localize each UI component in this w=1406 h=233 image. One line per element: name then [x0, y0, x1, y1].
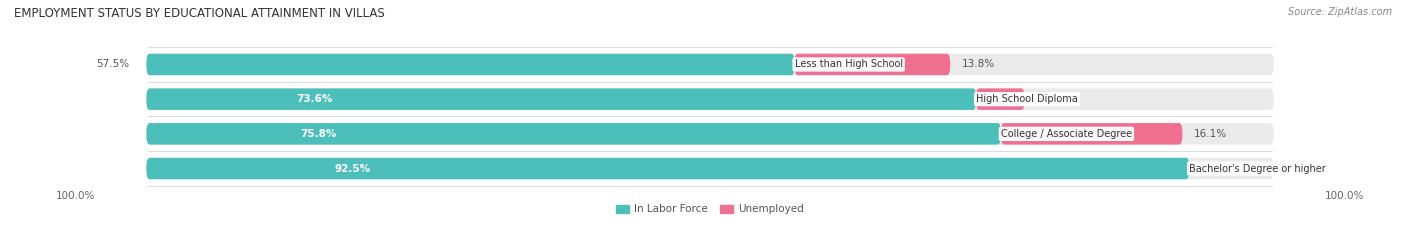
Text: Source: ZipAtlas.com: Source: ZipAtlas.com [1288, 7, 1392, 17]
FancyBboxPatch shape [146, 158, 1274, 179]
Text: 100.0%: 100.0% [1324, 191, 1364, 201]
Text: Bachelor's Degree or higher: Bachelor's Degree or higher [1189, 164, 1326, 174]
FancyBboxPatch shape [146, 158, 1189, 179]
FancyBboxPatch shape [146, 123, 1001, 145]
FancyBboxPatch shape [146, 54, 794, 75]
Text: High School Diploma: High School Diploma [976, 94, 1078, 104]
Text: 4.3%: 4.3% [1036, 94, 1063, 104]
Text: 75.8%: 75.8% [301, 129, 336, 139]
FancyBboxPatch shape [146, 88, 976, 110]
Text: EMPLOYMENT STATUS BY EDUCATIONAL ATTAINMENT IN VILLAS: EMPLOYMENT STATUS BY EDUCATIONAL ATTAINM… [14, 7, 385, 20]
Text: College / Associate Degree: College / Associate Degree [1001, 129, 1132, 139]
Text: 57.5%: 57.5% [97, 59, 129, 69]
FancyBboxPatch shape [146, 54, 1274, 75]
FancyBboxPatch shape [976, 88, 1025, 110]
FancyBboxPatch shape [1001, 123, 1182, 145]
Text: 100.0%: 100.0% [56, 191, 96, 201]
Text: 0.0%: 0.0% [1201, 164, 1226, 174]
FancyBboxPatch shape [146, 123, 1274, 145]
FancyBboxPatch shape [146, 88, 1274, 110]
Text: Less than High School: Less than High School [794, 59, 903, 69]
Text: 13.8%: 13.8% [962, 59, 994, 69]
FancyBboxPatch shape [794, 54, 950, 75]
Text: 73.6%: 73.6% [295, 94, 332, 104]
Text: 92.5%: 92.5% [335, 164, 370, 174]
Text: 16.1%: 16.1% [1194, 129, 1226, 139]
Legend: In Labor Force, Unemployed: In Labor Force, Unemployed [612, 200, 808, 219]
